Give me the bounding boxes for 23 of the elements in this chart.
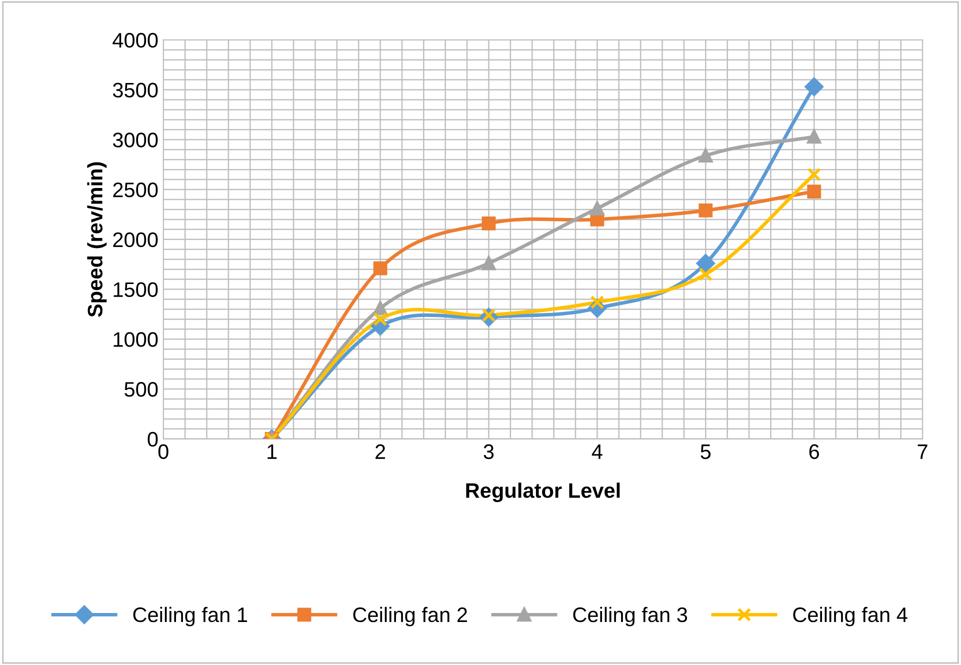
- y-axis-title: Speed (rev/min): [87, 162, 107, 317]
- y-tick-label: 1500: [114, 282, 158, 298]
- y-tick-label: 4000: [112, 32, 158, 48]
- legend-label: Ceiling fan 3: [573, 606, 688, 626]
- y-tick-label: 3000: [112, 132, 158, 148]
- legend-label: Ceiling fan 2: [353, 606, 467, 626]
- y-tick-label: 1000: [114, 332, 158, 347]
- y-tick-label: 500: [124, 382, 158, 397]
- y-tick-label: 2500: [113, 182, 158, 198]
- y-tick-label: 3500: [112, 82, 158, 98]
- x-tick-label: 4: [592, 444, 602, 459]
- x-tick-label: 3: [484, 444, 494, 460]
- x-axis-title: Regulator Level: [466, 482, 620, 502]
- y-tick-label: 0: [148, 432, 158, 447]
- x-tick-label: 5: [700, 444, 711, 460]
- legend-label: Ceiling fan 4: [793, 606, 908, 626]
- y-tick-label: 2000: [113, 232, 158, 248]
- x-tick-label: 7: [918, 444, 928, 459]
- legend-label: Ceiling fan 1: [133, 606, 248, 626]
- x-tick-label: 6: [809, 444, 819, 460]
- x-tick-label: 1: [268, 444, 277, 459]
- x-tick-label: 2: [376, 444, 386, 459]
- x-tick-label: 0: [158, 444, 168, 460]
